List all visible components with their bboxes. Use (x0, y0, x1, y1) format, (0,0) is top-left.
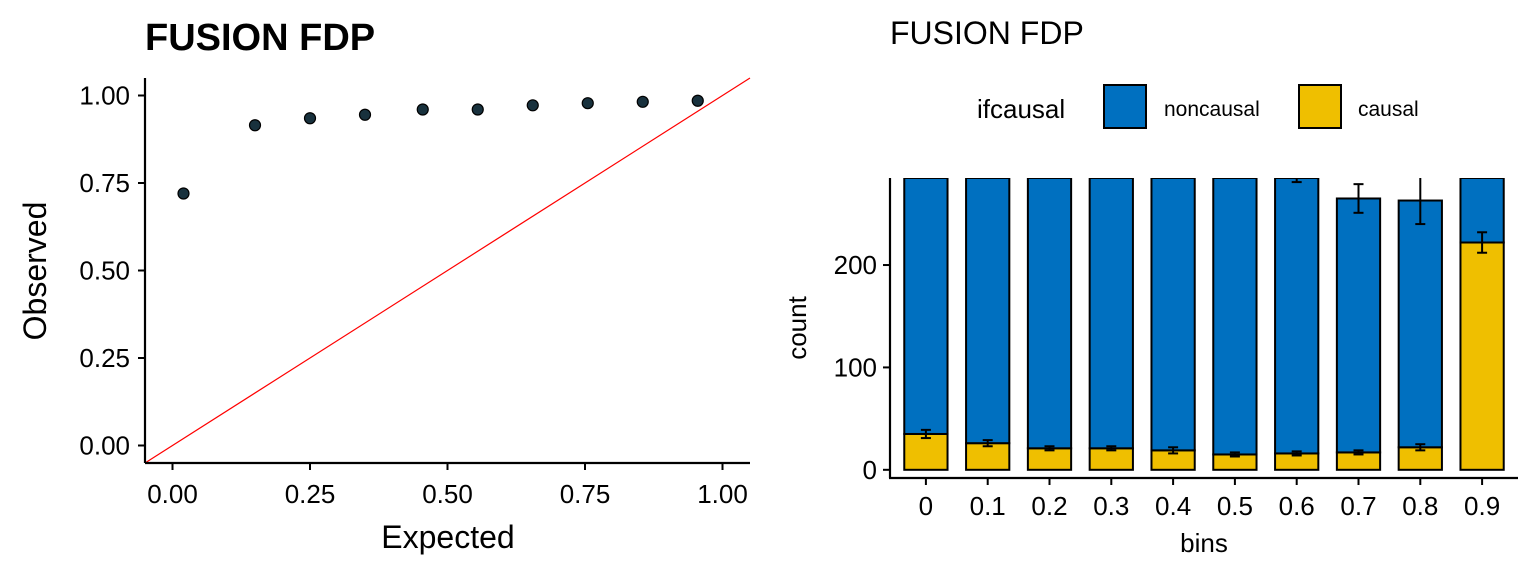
scatter-y-tick-label: 0.25 (79, 343, 130, 373)
scatter-x-tick-label: 0.25 (285, 479, 336, 509)
bar-causal (1026, 447, 1073, 471)
bar-title: FUSION FDP (890, 15, 1084, 51)
scatter-title: FUSION FDP (145, 17, 375, 59)
bar-causal (1088, 447, 1134, 471)
bar-x-tick-label: 0 (919, 491, 933, 521)
bar-x-tick-label: 0.8 (1402, 491, 1438, 521)
scatter-point (691, 94, 704, 107)
scatter-point (416, 103, 429, 116)
scatter-y-axis-title: Observed (17, 202, 53, 341)
scatter-plot-area (144, 77, 751, 464)
bar-x-tick-label: 0.3 (1093, 491, 1129, 521)
bar-panel: FUSION FDP ifcausal noncausal causal 0 10… (782, 15, 1518, 558)
scatter-x-tick-label: 1.00 (697, 479, 748, 509)
scatter-point (471, 103, 484, 116)
bar-y-ticks: 0 100 200 (834, 250, 890, 485)
scatter-x-tick-label: 0.75 (560, 479, 611, 509)
scatter-x-ticks: 0.00 0.25 0.50 0.75 1.00 (147, 463, 748, 509)
scatter-x-tick-label: 0.50 (422, 479, 473, 509)
bar-x-tick-label: 0.1 (970, 491, 1006, 521)
scatter-y-ticks: 0.00 0.25 0.50 0.75 1.00 (79, 81, 145, 461)
scatter-point (303, 112, 317, 125)
bar-y-tick-label: 0 (863, 455, 877, 485)
scatter-y-tick-label: 0.50 (79, 256, 130, 286)
bar-x-tick-label: 0.5 (1217, 491, 1253, 521)
bar-x-tick-label: 0.7 (1340, 491, 1376, 521)
scatter-y-tick-label: 1.00 (79, 81, 130, 111)
bar-x-tick-label: 0.6 (1279, 491, 1315, 521)
scatter-point (177, 187, 190, 200)
legend-swatch-causal (1298, 84, 1342, 129)
bar-noncausal (1150, 178, 1196, 452)
bar-noncausal (1397, 199, 1443, 449)
bar-noncausal (1335, 197, 1382, 454)
scatter-point (526, 99, 539, 112)
reference-line (144, 77, 751, 464)
legend: ifcausal noncausal causal (977, 84, 1419, 129)
scatter-x-tick-label: 0.00 (147, 479, 198, 509)
legend-label-causal: causal (1358, 98, 1419, 121)
scatter-point (248, 119, 262, 132)
scatter-x-axis-title: Expected (381, 519, 514, 555)
scatter-panel: FUSION FDP 0.00 0.25 0.50 0.75 1.00 0.00 0.25… (17, 17, 751, 555)
scatter-point (581, 97, 594, 110)
bar-noncausal (965, 178, 1011, 445)
bar-y-axis-title: count (782, 295, 812, 359)
bar-x-tick-label: 0.4 (1155, 491, 1191, 521)
bar-x-tick-label: 0.9 (1464, 491, 1500, 521)
bar-x-axis-title: bins (1180, 528, 1228, 558)
bar-causal (1459, 241, 1505, 471)
bar-noncausal (903, 178, 949, 435)
scatter-point (636, 95, 649, 108)
bar-y-tick-label: 200 (834, 250, 877, 280)
bar-causal (965, 442, 1011, 471)
scatter-y-tick-label: 0.75 (79, 168, 130, 198)
legend-title: ifcausal (977, 94, 1065, 124)
bar-noncausal (1088, 178, 1134, 450)
bar-noncausal (1026, 178, 1073, 450)
bar-y-tick-label: 100 (834, 352, 877, 382)
scatter-y-tick-label: 0.00 (79, 431, 130, 461)
bar-x-tick-label: 0.2 (1031, 491, 1067, 521)
bar-noncausal (1212, 178, 1258, 456)
bar-plot-area (903, 178, 1505, 471)
legend-swatch-noncausal (1103, 84, 1147, 129)
bar-noncausal (1274, 178, 1320, 455)
legend-label-noncausal: noncausal (1164, 98, 1260, 121)
bar-x-ticks: 0 0.1 0.2 0.3 0.4 0.5 0.6 0.7 0.8 0.9 (919, 478, 1500, 521)
scatter-point (358, 108, 372, 121)
bar-causal (903, 432, 949, 471)
